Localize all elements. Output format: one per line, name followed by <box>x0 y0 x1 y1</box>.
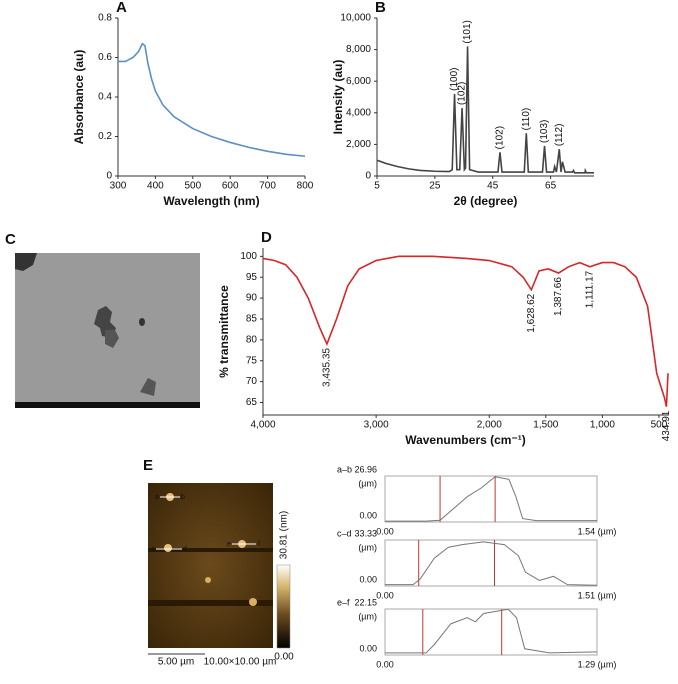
plot-frame <box>384 608 598 656</box>
y-tick-label: 80 <box>246 334 258 345</box>
profile-label: e–f <box>337 597 350 607</box>
x-tick-label: 800 <box>297 181 314 192</box>
x-tick-label: 1.29 (µm) <box>578 659 617 669</box>
data-line <box>385 541 598 586</box>
data-line <box>376 46 594 174</box>
y-tick-label: 22.15 <box>354 597 377 607</box>
plot-frame <box>384 475 598 523</box>
profile-label: a–b <box>337 464 352 474</box>
y-tick-label: 95 <box>246 272 258 283</box>
y-tick-label: 75 <box>246 355 258 366</box>
y-tick-label: 0.00 <box>359 643 377 653</box>
scale-bar-label: 5.00 µm <box>158 657 194 668</box>
x-tick-label: 45 <box>487 181 499 192</box>
annotation: 1,387.66 <box>553 277 564 316</box>
y-tick-label: 90 <box>246 293 258 304</box>
y-tick-label: 33.33 <box>354 528 377 538</box>
panel-label: A <box>116 0 127 16</box>
annotation: 434.91 <box>661 410 672 441</box>
y-tick-label: 0.6 <box>98 52 112 63</box>
colorbar-min: 0.00 <box>274 652 294 663</box>
y-label: (µm) <box>358 611 377 621</box>
panel-label: E <box>143 457 153 474</box>
annotation: (101) <box>462 20 473 43</box>
x-tick-label: 500 <box>184 181 201 192</box>
point-label: e <box>227 541 231 548</box>
x-label: Wavelength (nm) <box>163 194 259 208</box>
y-label: Absorbance (au) <box>72 50 86 145</box>
x-tick-label: 1,000 <box>590 420 615 431</box>
x-tick-label: 0.00 <box>376 526 394 536</box>
tem-image <box>15 253 200 408</box>
x-tick-label: 25 <box>429 181 441 192</box>
x-label: Wavenumbers (cm⁻¹) <box>405 433 526 447</box>
annotation: (103) <box>539 120 550 143</box>
y-tick-label: 6,000 <box>346 76 371 87</box>
x-tick-label: 4,000 <box>250 420 275 431</box>
afm-image <box>148 483 291 655</box>
point-label: b <box>181 494 185 501</box>
point-label: d <box>183 546 187 553</box>
x-tick-label: 500 <box>651 420 668 431</box>
y-tick-label: 0.8 <box>98 13 112 24</box>
annotation: (102) <box>495 126 506 149</box>
x-tick-label: 400 <box>147 181 164 192</box>
x-tick-label: 0.00 <box>376 659 394 669</box>
panel-label: C <box>5 231 16 248</box>
point-label: f <box>258 541 260 548</box>
x-tick-label: 5 <box>374 181 380 192</box>
x-label: 2θ (degree) <box>454 194 518 208</box>
colorbar-max: 30.81 (nm) <box>279 511 290 559</box>
y-tick-label: 0 <box>365 171 371 182</box>
y-tick-label: 26.96 <box>354 464 377 474</box>
y-label: (µm) <box>358 542 377 552</box>
y-tick-label: 4,000 <box>346 107 371 118</box>
annotation: 3,435.35 <box>322 348 333 387</box>
data-line <box>385 608 598 654</box>
y-tick-label: 70 <box>246 376 258 387</box>
x-tick-label: 1,500 <box>533 420 558 431</box>
y-tick-label: 85 <box>246 314 258 325</box>
y-tick-label: 100 <box>240 251 257 262</box>
annotation: (102) <box>457 82 468 105</box>
y-tick-label: 10,000 <box>340 13 371 24</box>
x-tick-label: 2,000 <box>477 420 502 431</box>
y-tick-label: 2,000 <box>346 139 371 150</box>
profile-label: c–d <box>337 528 352 538</box>
x-tick-label: 1.51 (µm) <box>578 590 617 600</box>
y-label: (µm) <box>358 478 377 488</box>
y-tick-label: 0.4 <box>98 92 112 103</box>
y-tick-label: 0.2 <box>98 131 112 142</box>
data-line <box>385 476 597 522</box>
x-tick-label: 1.54 (µm) <box>578 526 617 536</box>
x-tick-label: 300 <box>110 181 127 192</box>
plot-frame <box>384 539 598 587</box>
x-tick-label: 65 <box>545 181 557 192</box>
y-tick-label: 0.00 <box>359 574 377 584</box>
annotation: 1,111.17 <box>584 270 595 308</box>
y-label: % transmittance <box>217 285 231 378</box>
y-tick-label: 0 <box>106 171 112 182</box>
annotation: (112) <box>554 124 565 147</box>
data-line <box>262 255 669 407</box>
x-tick-label: 700 <box>259 181 276 192</box>
annotation: 1,628.62 <box>526 293 537 332</box>
y-tick-label: 0.00 <box>359 510 377 520</box>
scan-size-label: 10.00×10.00 µm <box>204 657 277 668</box>
y-tick-label: 65 <box>246 397 258 408</box>
y-label: Intensity (au) <box>331 60 345 135</box>
data-line <box>118 42 306 158</box>
x-tick-label: 3,000 <box>364 420 389 431</box>
panel-label: D <box>261 229 272 246</box>
y-tick-label: 8,000 <box>346 44 371 55</box>
point-label: a <box>155 494 159 501</box>
x-tick-label: 0.00 <box>376 590 394 600</box>
panel-label: B <box>375 0 386 16</box>
x-tick-label: 600 <box>222 181 239 192</box>
annotation: (100) <box>449 67 460 90</box>
point-label: c <box>151 546 155 553</box>
annotation: (110) <box>521 108 532 131</box>
